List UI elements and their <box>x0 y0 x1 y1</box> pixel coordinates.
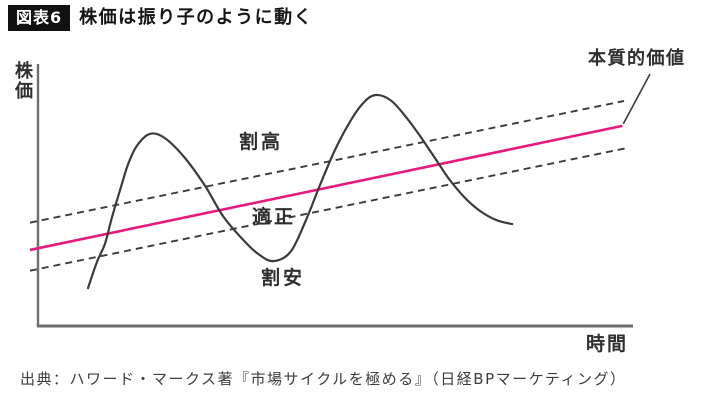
label-fair-value: 適正 <box>252 206 297 228</box>
label-undervalued: 割安 <box>261 267 306 289</box>
figure-title: 株価は振り子のように動く <box>79 7 314 29</box>
intrinsic-value-leader-line <box>622 73 651 125</box>
figure-source: 出典：ハワード・マークス著『市場サイクルを極める』（日経BPマーケティング） <box>20 370 627 388</box>
band-line-2 <box>29 147 628 272</box>
band-line-1 <box>29 100 625 224</box>
label-overvalued: 割高 <box>239 131 284 153</box>
figure-tag: 図表6 <box>8 5 71 32</box>
x-axis-label: 時間 <box>586 333 629 355</box>
label-intrinsic-value: 本質的価値 <box>588 48 686 69</box>
intrinsic-value-line <box>29 124 623 252</box>
price-wave-curve <box>86 93 514 290</box>
figure-header: 図表6 株価は振り子のように動く <box>8 5 314 32</box>
y-axis-label: 株価 <box>15 61 33 102</box>
